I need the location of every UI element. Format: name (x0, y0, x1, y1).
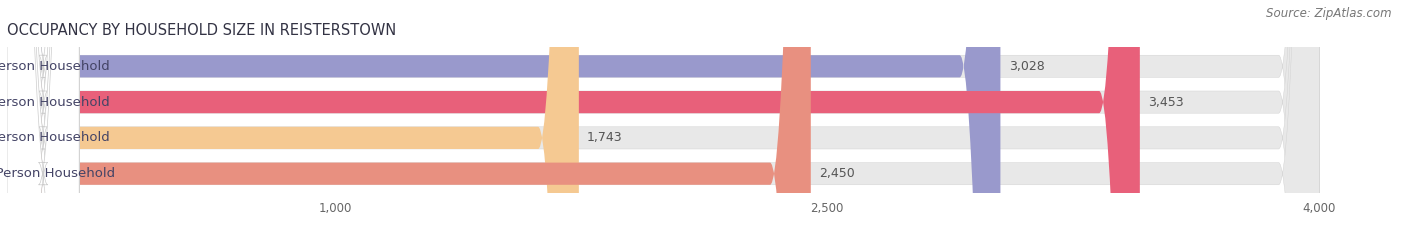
FancyBboxPatch shape (7, 0, 79, 233)
FancyBboxPatch shape (7, 0, 79, 233)
Text: OCCUPANCY BY HOUSEHOLD SIZE IN REISTERSTOWN: OCCUPANCY BY HOUSEHOLD SIZE IN REISTERST… (7, 24, 396, 38)
FancyBboxPatch shape (7, 0, 579, 233)
FancyBboxPatch shape (7, 0, 1001, 233)
FancyBboxPatch shape (7, 0, 1319, 233)
FancyBboxPatch shape (7, 0, 1319, 233)
FancyBboxPatch shape (7, 0, 79, 233)
Text: 1,743: 1,743 (588, 131, 623, 144)
FancyBboxPatch shape (7, 0, 1140, 233)
Text: 2,450: 2,450 (818, 167, 855, 180)
Text: 2-Person Household: 2-Person Household (0, 96, 110, 109)
FancyBboxPatch shape (7, 0, 1319, 233)
Text: 1-Person Household: 1-Person Household (0, 60, 110, 73)
FancyBboxPatch shape (7, 0, 79, 233)
Text: Source: ZipAtlas.com: Source: ZipAtlas.com (1267, 7, 1392, 20)
Text: 3,453: 3,453 (1149, 96, 1184, 109)
Text: 3,028: 3,028 (1008, 60, 1045, 73)
FancyBboxPatch shape (7, 0, 811, 233)
FancyBboxPatch shape (7, 0, 1319, 233)
Text: 4+ Person Household: 4+ Person Household (0, 167, 115, 180)
Text: 3-Person Household: 3-Person Household (0, 131, 110, 144)
